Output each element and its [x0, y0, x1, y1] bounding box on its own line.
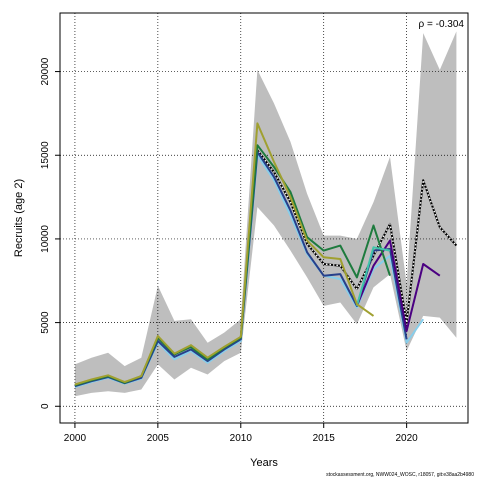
y-tick-label: 0	[40, 403, 51, 409]
x-tick-label: 2010	[230, 433, 253, 444]
plot-frame	[59, 12, 469, 424]
y-tick-label: 15000	[40, 141, 51, 169]
x-tick-label: 2015	[313, 433, 336, 444]
series-line-7	[74, 122, 375, 386]
y-tick-label: 5000	[40, 311, 51, 334]
confidence-band	[74, 31, 457, 397]
y-tick-label: 20000	[40, 57, 51, 85]
series-line-6	[355, 246, 391, 307]
x-axis-title: Years	[250, 457, 278, 469]
x-axis: 2000 2005 2010 2015 2020	[64, 423, 418, 444]
series-line-4	[355, 239, 441, 332]
series-lines	[74, 122, 458, 388]
rho-annotation: ρ = -0.304	[419, 19, 465, 30]
footer-credit: stockassessment.org, NWW024_WOSC, r18057…	[326, 472, 474, 478]
x-tick-label: 2020	[396, 433, 419, 444]
grid	[60, 13, 468, 423]
band-area	[74, 31, 457, 397]
y-axis-title: Recruits (age 2)	[13, 179, 25, 257]
y-axis: 0 5000 10000 15000 20000	[40, 57, 60, 409]
x-tick-label: 2000	[64, 433, 87, 444]
y-tick-label: 10000	[40, 225, 51, 253]
x-tick-label: 2005	[147, 433, 170, 444]
